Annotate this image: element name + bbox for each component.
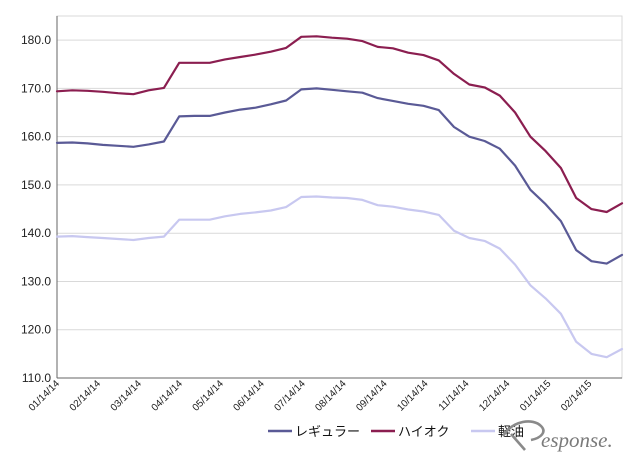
legend: レギュラー ハイオク 軽油 bbox=[268, 424, 524, 439]
x-tick-label: 01/14/15 bbox=[518, 378, 554, 414]
legend-label: レギュラー bbox=[295, 424, 360, 439]
x-tick-label: 11/14/14 bbox=[437, 378, 472, 413]
x-tick-label: 09/14/14 bbox=[354, 378, 390, 414]
y-tick-label: 170.0 bbox=[21, 81, 51, 95]
x-tick-label: 06/14/14 bbox=[232, 378, 268, 414]
watermark-text: esponse. bbox=[541, 428, 613, 452]
x-tick-label: 10/14/14 bbox=[395, 378, 431, 414]
series-line-0 bbox=[55, 87, 624, 265]
watermark-logo: esponse. bbox=[501, 420, 613, 452]
x-tick-label: 07/14/14 bbox=[272, 378, 308, 414]
y-tick-label: 110.0 bbox=[22, 371, 51, 385]
series-lines bbox=[55, 35, 624, 359]
y-tick-label: 130.0 bbox=[21, 274, 51, 288]
x-tick-label: 05/14/14 bbox=[191, 378, 227, 414]
y-tick-label: 180.0 bbox=[21, 33, 51, 47]
y-tick-label: 160.0 bbox=[21, 130, 51, 144]
y-tick-label: 140.0 bbox=[21, 226, 51, 240]
x-axis: 01/14/14 02/14/14 03/14/14 04/14/14 05/14/14… bbox=[27, 377, 622, 414]
y-tick-label: 150.0 bbox=[21, 178, 51, 192]
x-tick-label: 12/14/14 bbox=[477, 378, 513, 414]
response-logo-mark bbox=[501, 420, 545, 451]
x-tick-label: 03/14/14 bbox=[109, 378, 145, 414]
legend-label: ハイオク bbox=[398, 424, 449, 439]
series-line-1 bbox=[55, 35, 624, 214]
series-line-2 bbox=[55, 195, 624, 359]
x-tick-label: 04/14/14 bbox=[150, 378, 186, 414]
y-tick-label: 120.0 bbox=[21, 323, 51, 337]
x-tick-label: 02/14/15 bbox=[559, 378, 595, 414]
x-tick-label: 08/14/14 bbox=[313, 378, 349, 414]
x-tick-label: 02/14/14 bbox=[68, 378, 104, 414]
y-axis: 110.0 120.0 130.0 140.0 150.0 160.0 170.0 180.0 bbox=[21, 16, 58, 385]
